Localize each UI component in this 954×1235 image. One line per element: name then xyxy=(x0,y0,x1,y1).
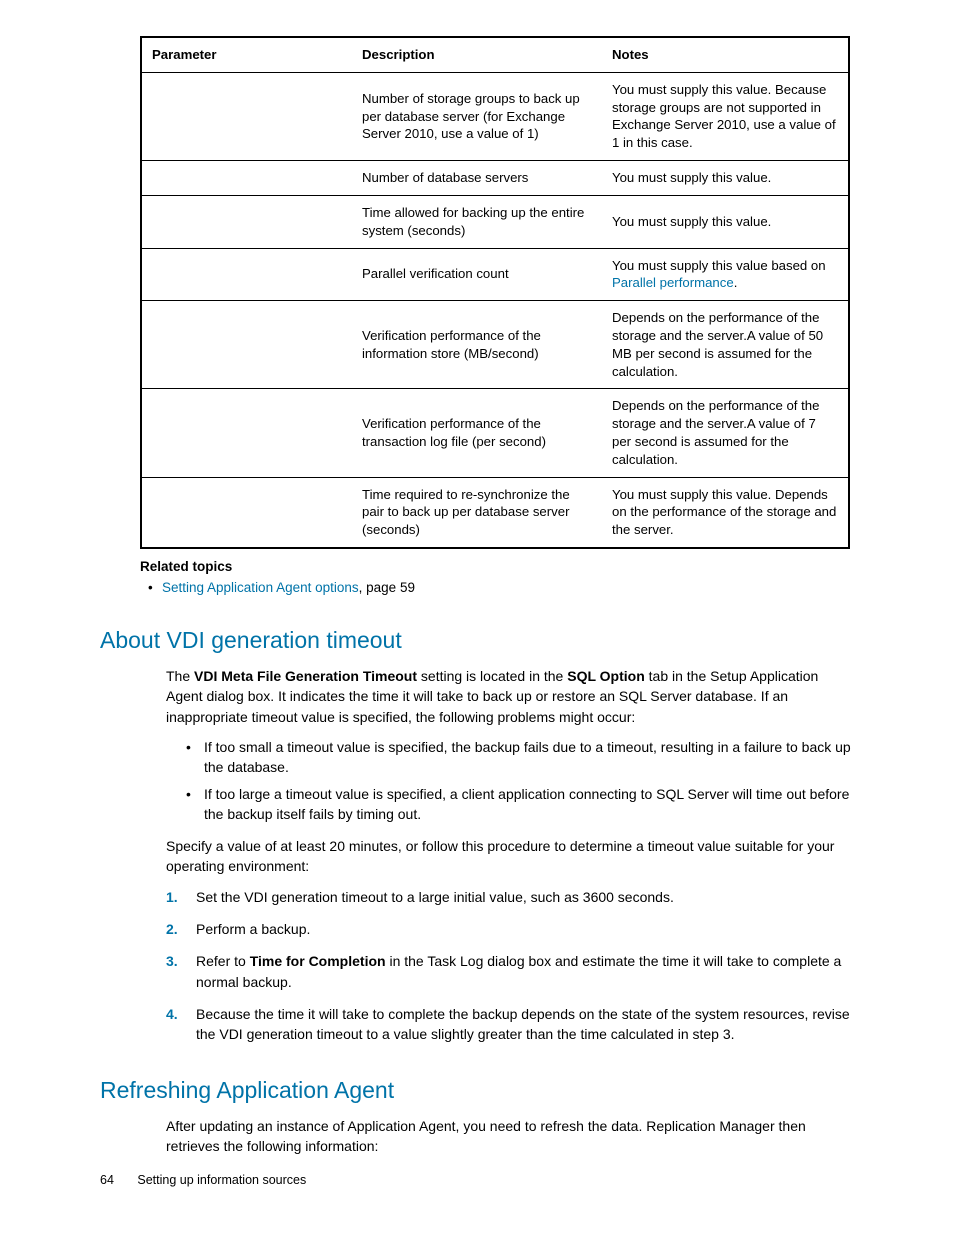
cell-description: Verification performance of the informat… xyxy=(352,301,602,389)
link-parallel-performance[interactable]: Parallel performance xyxy=(612,275,734,290)
link-setting-application-agent-options[interactable]: Setting Application Agent options xyxy=(162,580,359,595)
cell-notes: You must supply this value. Because stor… xyxy=(602,72,849,160)
footer-title: Setting up information sources xyxy=(137,1173,306,1187)
cell-parameter xyxy=(141,301,352,389)
cell-parameter xyxy=(141,195,352,248)
related-topic-item: Setting Application Agent options, page … xyxy=(162,580,854,595)
step-item: 4.Because the time it will take to compl… xyxy=(188,1004,854,1045)
step-item: 3.Refer to Time for Completion in the Ta… xyxy=(188,951,854,992)
table-row: Number of storage groups to back up per … xyxy=(141,72,849,160)
step-item: 1.Set the VDI generation timeout to a la… xyxy=(188,887,854,907)
table-row: Time allowed for backing up the entire s… xyxy=(141,195,849,248)
page-number: 64 xyxy=(100,1173,114,1187)
step-number: 4. xyxy=(166,1004,178,1024)
table-row: Number of database serversYou must suppl… xyxy=(141,161,849,196)
bullet-item: If too small a timeout value is specifie… xyxy=(186,737,854,778)
step-number: 1. xyxy=(166,887,178,907)
cell-notes: You must supply this value based on Para… xyxy=(602,248,849,301)
table-row: Parallel verification countYou must supp… xyxy=(141,248,849,301)
table-header-notes: Notes xyxy=(602,37,849,72)
cell-parameter xyxy=(141,248,352,301)
cell-notes: Depends on the performance of the storag… xyxy=(602,301,849,389)
section-heading-vdi: About VDI generation timeout xyxy=(100,627,854,654)
step-item: 2.Perform a backup. xyxy=(188,919,854,939)
cell-description: Number of database servers xyxy=(352,161,602,196)
cell-parameter xyxy=(141,389,352,477)
section-body-refresh: After updating an instance of Applicatio… xyxy=(166,1116,854,1157)
cell-notes: You must supply this value. xyxy=(602,161,849,196)
cell-description: Verification performance of the transact… xyxy=(352,389,602,477)
parameters-table: Parameter Description Notes Number of st… xyxy=(140,36,850,549)
bold-text: Time for Completion xyxy=(250,953,386,969)
cell-description: Time allowed for backing up the entire s… xyxy=(352,195,602,248)
cell-description: Time required to re-synchronize the pair… xyxy=(352,477,602,548)
table-header-parameter: Parameter xyxy=(141,37,352,72)
table-row: Verification performance of the informat… xyxy=(141,301,849,389)
table-row: Time required to re-synchronize the pair… xyxy=(141,477,849,548)
vdi-intro-paragraph: The VDI Meta File Generation Timeout set… xyxy=(166,666,854,727)
section-body-vdi: The VDI Meta File Generation Timeout set… xyxy=(166,666,854,1044)
cell-notes: Depends on the performance of the storag… xyxy=(602,389,849,477)
bold-text: VDI Meta File Generation Timeout xyxy=(194,668,417,684)
cell-notes: You must supply this value. xyxy=(602,195,849,248)
refresh-paragraph: After updating an instance of Applicatio… xyxy=(166,1116,854,1157)
page-footer: 64 Setting up information sources xyxy=(100,1173,306,1187)
bold-text: SQL Option xyxy=(567,668,645,684)
cell-parameter xyxy=(141,161,352,196)
related-topics-heading: Related topics xyxy=(140,559,854,574)
cell-description: Number of storage groups to back up per … xyxy=(352,72,602,160)
table-row: Verification performance of the transact… xyxy=(141,389,849,477)
cell-notes: You must supply this value. Depends on t… xyxy=(602,477,849,548)
bullet-item: If too large a timeout value is specifie… xyxy=(186,784,854,825)
cell-description: Parallel verification count xyxy=(352,248,602,301)
vdi-mid-paragraph: Specify a value of at least 20 minutes, … xyxy=(166,836,854,877)
step-number: 2. xyxy=(166,919,178,939)
cell-parameter xyxy=(141,72,352,160)
related-topics: Related topics Setting Application Agent… xyxy=(140,559,854,595)
cell-parameter xyxy=(141,477,352,548)
step-number: 3. xyxy=(166,951,178,971)
table-header-description: Description xyxy=(352,37,602,72)
section-heading-refresh: Refreshing Application Agent xyxy=(100,1077,854,1104)
